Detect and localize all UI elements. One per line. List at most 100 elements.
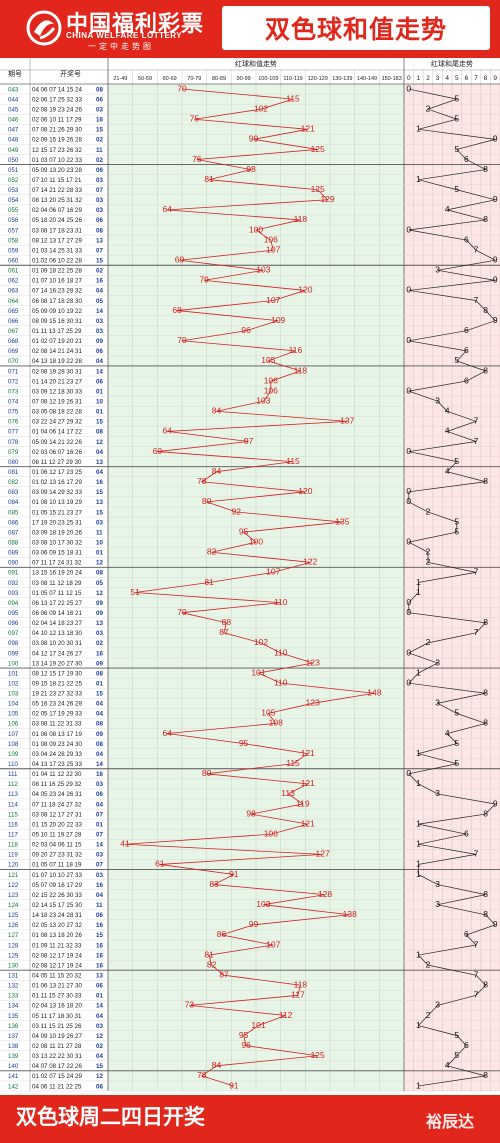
tail-value-label: 1 <box>416 748 421 758</box>
sum-value-label: 110 <box>274 677 288 687</box>
tail-digit-label: 0 <box>407 75 411 82</box>
sum-value-label: 112 <box>279 1010 293 1020</box>
numbers-cell: 07 14 16 23 28 32 <box>32 288 82 295</box>
sum-bin-label: 21-49 <box>113 76 127 82</box>
numbers-cell: 04 10 12 13 18 30 <box>32 630 82 637</box>
period-cell: 139 <box>8 1053 19 1060</box>
period-cell: 090 <box>8 560 19 567</box>
period-cell: 110 <box>8 761 18 768</box>
tail-digit-label: 8 <box>484 75 488 82</box>
blue-ball-cell: 16 <box>96 117 103 124</box>
blue-ball-cell: 02 <box>96 1043 103 1050</box>
sum-bin-label: 90-99 <box>237 76 251 82</box>
period-cell: 101 <box>8 670 19 677</box>
tail-value-label: 6 <box>464 929 469 939</box>
period-cell: 087 <box>8 529 19 536</box>
tail-value-label: 8 <box>483 1070 488 1080</box>
numbers-cell: 06 08 17 18 28 30 <box>32 298 82 305</box>
numbers-cell: 02 14 15 17 25 30 <box>32 902 82 909</box>
blue-ball-cell: 07 <box>96 247 103 254</box>
sum-value-label: 113 <box>281 788 295 798</box>
tail-value-label: 0 <box>406 607 411 617</box>
sum-value-label: 120 <box>298 285 312 295</box>
sum-value-label: 82 <box>207 547 217 557</box>
numbers-cell: 03 09 14 29 32 33 <box>32 489 82 496</box>
blue-ball-cell: 03 <box>96 318 103 325</box>
sum-value-label: 123 <box>306 698 320 708</box>
blue-ball-cell: 04 <box>96 701 103 708</box>
blue-ball-cell: 06 <box>96 167 103 174</box>
tail-zone-header: 红球和尾走势 <box>431 59 473 68</box>
period-cell: 048 <box>8 137 19 144</box>
sum-value-label: 115 <box>286 758 300 768</box>
sum-value-label: 127 <box>316 849 330 859</box>
numbers-cell: 13 14 19 20 27 30 <box>32 660 82 667</box>
tail-value-label: 8 <box>483 214 488 224</box>
numbers-cell: 08 11 16 25 29 32 <box>32 781 82 788</box>
tail-digit-label: 7 <box>474 75 478 82</box>
period-cell: 086 <box>8 519 19 526</box>
blue-ball-cell: 07 <box>96 832 103 839</box>
numbers-cell: 04 06 07 14 15 24 <box>32 86 82 93</box>
blue-ball-cell: 08 <box>96 570 103 577</box>
numbers-cell: 03 09 18 19 20 26 <box>32 529 82 536</box>
blue-ball-cell: 11 <box>96 529 103 536</box>
sum-value-label: 116 <box>289 345 303 355</box>
sum-value-label: 121 <box>301 818 315 828</box>
numbers-cell: 05 16 23 24 26 29 <box>32 701 82 708</box>
tail-digit-label: 4 <box>445 75 449 82</box>
period-cell: 126 <box>8 922 19 929</box>
period-cell: 063 <box>8 288 19 295</box>
period-cell: 043 <box>8 86 19 93</box>
blue-ball-cell: 05 <box>96 298 103 305</box>
period-cell: 135 <box>8 1013 19 1020</box>
period-cell: 092 <box>8 580 19 587</box>
tail-value-label: 7 <box>474 627 479 637</box>
sum-bin-label: 130-139 <box>332 76 352 82</box>
sum-value-label: 78 <box>197 1070 207 1080</box>
blue-ball-cell: 04 <box>96 1013 103 1020</box>
tail-value-label: 1 <box>416 839 421 849</box>
period-cell: 058 <box>8 237 19 244</box>
blue-ball-cell: 08 <box>96 741 103 748</box>
sum-value-label: 106 <box>264 234 278 244</box>
blue-ball-cell: 08 <box>96 670 103 677</box>
numbers-cell: 03 08 12 17 27 31 <box>32 811 82 818</box>
sum-value-label: 99 <box>249 919 259 929</box>
blue-ball-cell: 08 <box>96 86 103 93</box>
tail-value-label: 1 <box>416 1020 421 1030</box>
sum-bin-label: 140-149 <box>357 76 377 82</box>
numbers-cell: 02 08 19 28 30 31 <box>32 368 82 375</box>
blue-ball-cell: 15 <box>96 127 103 134</box>
numbers-cell: 05 09 14 21 22 26 <box>32 439 82 446</box>
blue-ball-cell: 08 <box>96 429 103 436</box>
tail-value-label: 8 <box>483 617 488 627</box>
blue-ball-cell: 15 <box>96 691 103 698</box>
tail-value-label: 4 <box>445 204 450 214</box>
numbers-cell: 05 09 09 10 19 22 <box>32 308 82 315</box>
sum-bin-label: 100-109 <box>258 76 278 82</box>
blue-ball-cell: 15 <box>96 489 103 496</box>
tail-value-label: 0 <box>406 496 411 506</box>
tail-value-label: 5 <box>454 516 459 526</box>
numbers-cell: 01 11 13 17 25 29 <box>32 328 82 335</box>
tail-value-label: 1 <box>416 949 421 959</box>
sum-value-label: 125 <box>311 1050 325 1060</box>
tail-value-label: 7 <box>474 416 479 426</box>
numbers-cell: 08 12 13 17 27 29 <box>32 237 82 244</box>
sum-value-label: 70 <box>177 335 187 345</box>
numbers-cell: 08 09 15 16 30 31 <box>32 318 82 325</box>
period-cell: 072 <box>8 378 19 385</box>
numbers-cell: 06 11 12 27 29 30 <box>32 459 82 466</box>
trend-chart-svg: 期号 开奖号 红球和值走势 红球和尾走势 21-49 50-59 60-69 70-79 80-… <box>0 58 500 1095</box>
tail-value-label: 7 <box>474 295 479 305</box>
blue-ball-cell: 04 <box>96 751 103 758</box>
period-cell: 142 <box>8 1083 19 1090</box>
tail-value-label: 7 <box>474 990 479 1000</box>
numbers-cell: 01 14 20 21 23 27 <box>32 378 82 385</box>
period-cell: 065 <box>8 308 19 315</box>
numbers-cell: 01 07 10 16 18 27 <box>32 278 82 285</box>
numbers-cell: 05 18 20 24 25 26 <box>32 217 82 224</box>
blue-ball-cell: 12 <box>96 1073 103 1080</box>
blue-ball-cell: 04 <box>96 449 103 456</box>
